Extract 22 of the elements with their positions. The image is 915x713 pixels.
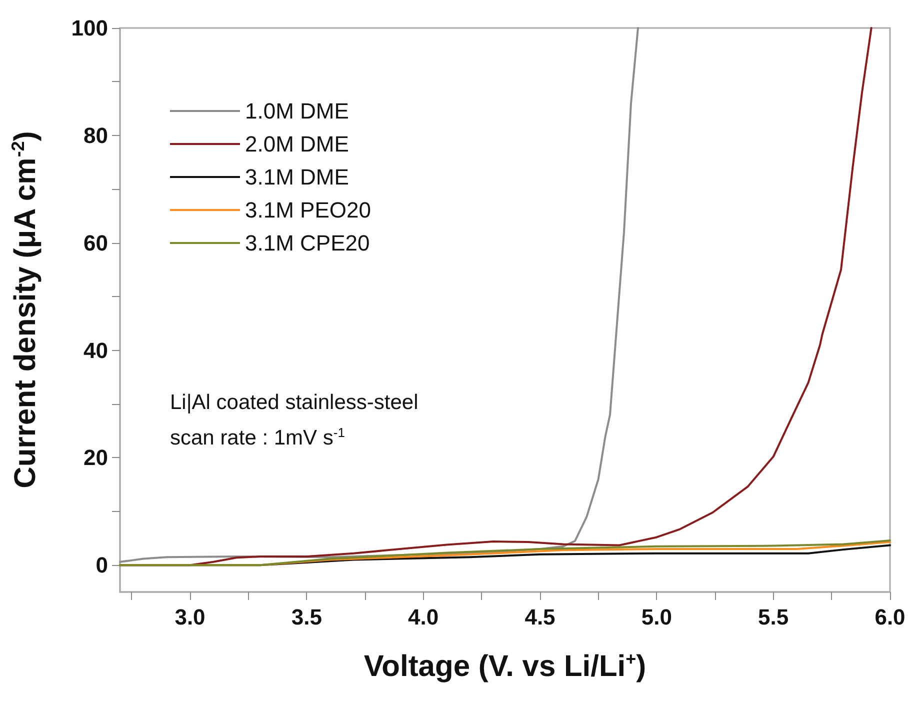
- y-tick-label: 60: [84, 230, 108, 256]
- y-tick-label: 0: [96, 552, 108, 578]
- x-axis-title: Voltage (V. vs Li/Li+): [364, 649, 646, 683]
- y-tick-label: 100: [71, 16, 108, 40]
- y-tick-label: 80: [84, 122, 108, 148]
- y-axis-title: Current density (μA cm-2): [8, 131, 42, 488]
- legend-label: 2.0M DME: [245, 132, 349, 156]
- legend-label: 3.1M PEO20: [245, 198, 371, 222]
- line-series: [119, 27, 639, 563]
- legend-label: 3.1M CPE20: [245, 230, 370, 256]
- legend-label: 1.0M DME: [245, 98, 349, 124]
- y-tick-label: 40: [84, 338, 108, 363]
- x-tick-label: 4.0: [408, 604, 439, 630]
- x-tick-label: 5.0: [641, 604, 672, 630]
- x-tick-label: 3.0: [174, 604, 206, 630]
- x-tick-label: 3.5: [291, 604, 322, 630]
- x-tick-label: 6.0: [874, 604, 906, 630]
- y-tick-label: 20: [84, 445, 108, 470]
- x-tick-label: 5.5: [758, 604, 789, 630]
- annotation: Li|Al coated stainless-steel: [170, 391, 418, 414]
- x-tick-label: 4.5: [524, 604, 556, 630]
- legend-label: 3.1M DME: [245, 164, 349, 190]
